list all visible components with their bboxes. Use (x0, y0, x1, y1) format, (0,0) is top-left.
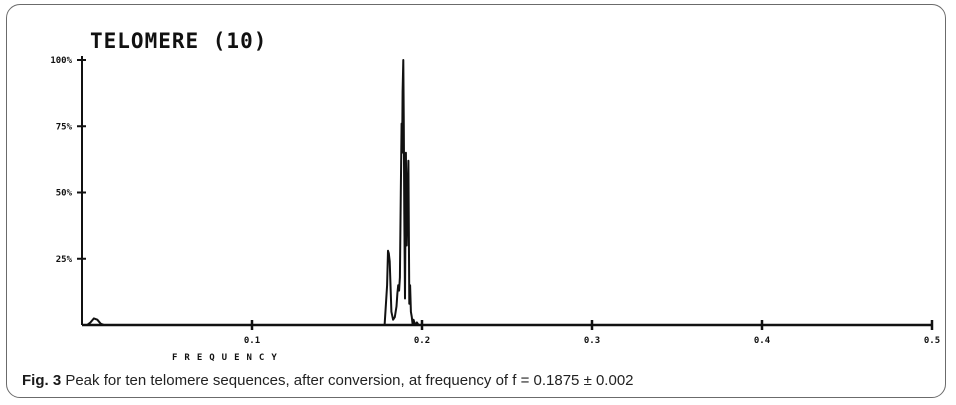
axes (81, 56, 932, 327)
x-axis-label: FREQUENCY (172, 353, 284, 363)
x-tick-label: 0.3 (584, 336, 600, 346)
x-tick-label: 0.2 (414, 336, 430, 346)
figure-caption: Fig. 3 Peak for ten telomere sequences, … (22, 372, 932, 389)
caption-text: Peak for ten telomere sequences, after c… (61, 372, 634, 389)
x-tick-label: 0.5 (924, 336, 940, 346)
series-line-spectrum (82, 59, 932, 326)
y-tick-label: 25% (56, 255, 73, 265)
ticks: 25% 50% 75% 100% 0.1 0.2 0.3 0.4 0.5 (50, 56, 940, 346)
figure-frame (6, 4, 946, 398)
y-tick-label: 75% (56, 122, 73, 132)
y-tick-label: 50% (56, 189, 73, 199)
chart-title: TELOMERE (10) (90, 29, 267, 53)
x-tick-label: 0.1 (244, 336, 260, 346)
y-tick-label: 100% (50, 56, 72, 66)
x-tick-label: 0.4 (754, 336, 771, 346)
caption-label: Fig. 3 (22, 372, 62, 389)
